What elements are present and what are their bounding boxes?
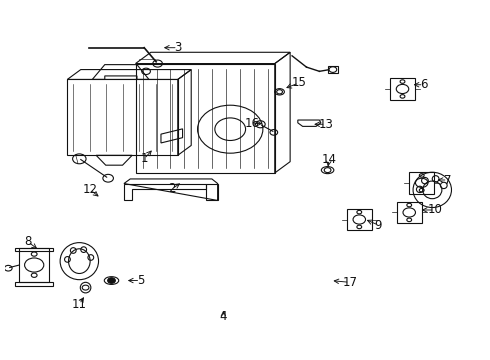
Bar xyxy=(67,80,178,155)
Text: 3: 3 xyxy=(174,41,181,54)
Bar xyxy=(397,202,422,224)
Text: 2: 2 xyxy=(168,182,176,195)
Bar xyxy=(390,78,415,100)
Text: 12: 12 xyxy=(83,183,98,196)
Text: 10: 10 xyxy=(427,203,442,216)
Text: 7: 7 xyxy=(444,174,451,186)
Bar xyxy=(136,64,275,173)
Circle shape xyxy=(82,285,89,290)
Text: 1: 1 xyxy=(141,152,148,165)
Text: 17: 17 xyxy=(342,276,357,289)
Text: 5: 5 xyxy=(137,274,144,287)
Text: 8: 8 xyxy=(24,235,32,248)
Text: 11: 11 xyxy=(72,298,87,311)
Bar xyxy=(409,172,434,194)
Text: 14: 14 xyxy=(321,153,337,166)
Text: 4: 4 xyxy=(220,310,227,323)
Text: 9: 9 xyxy=(375,219,382,231)
Circle shape xyxy=(324,168,331,172)
Text: 16: 16 xyxy=(245,117,260,130)
Bar xyxy=(19,248,49,282)
Bar xyxy=(347,208,372,230)
Text: 13: 13 xyxy=(318,118,333,131)
Text: 15: 15 xyxy=(292,76,306,90)
Bar xyxy=(328,66,338,73)
Circle shape xyxy=(108,278,115,283)
Text: 6: 6 xyxy=(420,78,427,91)
